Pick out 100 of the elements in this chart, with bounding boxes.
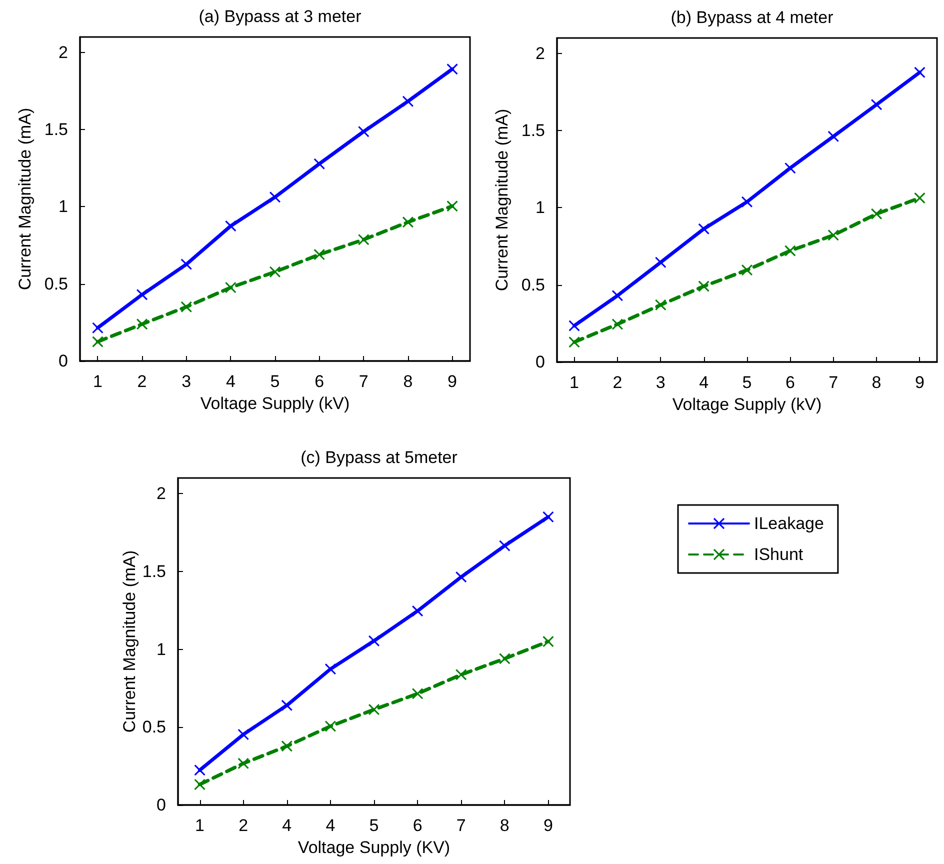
point <box>568 320 580 332</box>
x-tick-label: 9 <box>914 373 924 392</box>
point <box>828 130 839 142</box>
point <box>784 162 796 174</box>
point <box>92 336 104 348</box>
point <box>412 688 424 700</box>
point <box>270 266 280 278</box>
x-tick-label: 8 <box>403 372 413 391</box>
point <box>180 258 192 270</box>
y-tick-label: 0.5 <box>521 275 545 294</box>
point <box>612 318 623 330</box>
y-tick-label: 0.5 <box>44 274 68 294</box>
chart-title: (a) Bypass at 3 meter <box>198 7 362 26</box>
point <box>281 700 292 711</box>
point <box>499 540 510 552</box>
point <box>499 653 510 664</box>
y-tick-label: 0.5 <box>142 718 166 737</box>
point <box>742 196 752 208</box>
point <box>446 64 458 75</box>
x-axis-title: Voltage Supply (kV) <box>672 394 822 414</box>
x-tick-label: 4 <box>326 816 336 835</box>
point <box>136 289 148 300</box>
point <box>281 740 292 752</box>
point <box>412 605 424 616</box>
point <box>456 572 467 583</box>
x-tick-label: 3 <box>656 373 666 392</box>
point <box>358 234 370 246</box>
point <box>871 99 882 110</box>
x-tick-label: 9 <box>448 372 458 391</box>
x-tick-label: 7 <box>456 816 466 835</box>
x-tick-label: 1 <box>92 372 102 391</box>
x-tick-label: 8 <box>500 816 510 835</box>
x-tick-label: 8 <box>872 373 882 392</box>
point <box>238 758 249 769</box>
point <box>914 66 926 78</box>
x-tick-label: 1 <box>570 373 580 392</box>
legend-label: IShunt <box>754 545 804 564</box>
x-axis-title: Voltage Supply (KV) <box>298 838 450 857</box>
point <box>828 230 839 241</box>
point <box>742 264 752 276</box>
y-tick-label: 0 <box>156 796 166 814</box>
point <box>225 282 236 294</box>
point <box>402 216 414 228</box>
y-tick-label: 0 <box>536 352 545 372</box>
point <box>324 664 336 675</box>
point <box>871 208 882 220</box>
y-tick-label: 1 <box>156 640 166 659</box>
y-axis-title: Current Magnitude (mA) <box>492 108 512 292</box>
x-tick-label: 4 <box>282 816 292 835</box>
y-tick-label: 1.5 <box>142 562 166 581</box>
x-tick-label: 1 <box>195 816 205 835</box>
point <box>698 223 710 234</box>
point <box>446 200 458 212</box>
y-tick-label: 1.5 <box>521 121 545 140</box>
x-tick-label: 4 <box>226 372 236 391</box>
point <box>402 96 414 107</box>
x-tick-label: 4 <box>699 373 709 392</box>
point <box>784 245 796 256</box>
x-tick-label: 2 <box>238 816 248 835</box>
x-tick-label: 7 <box>358 372 368 391</box>
point <box>238 728 249 740</box>
x-tick-label: 5 <box>742 373 752 392</box>
point <box>568 336 580 348</box>
y-axis-title: Current Magnitude (mA) <box>15 108 34 290</box>
chart-title: (c) Bypass at 5meter <box>300 448 458 467</box>
y-tick-label: 2 <box>156 484 166 504</box>
y-tick-label: 1 <box>58 197 68 216</box>
x-tick-label: 6 <box>314 372 324 391</box>
point <box>698 280 710 292</box>
point <box>180 301 192 312</box>
x-tick-label: 5 <box>369 816 379 835</box>
chart-title: (b) Bypass at 4 meter <box>670 8 834 27</box>
point <box>655 299 666 310</box>
point <box>368 635 380 646</box>
x-tick-label: 7 <box>828 373 838 392</box>
x-axis-title: Voltage Supply (kV) <box>200 394 350 413</box>
point <box>225 220 236 232</box>
point <box>92 322 104 334</box>
y-tick-label: 2 <box>58 42 68 62</box>
y-tick-label: 0 <box>58 352 68 370</box>
point <box>914 192 926 204</box>
y-axis-title: Current Magnitude (mA) <box>120 550 139 733</box>
x-tick-label: 9 <box>543 816 553 835</box>
point <box>456 669 467 680</box>
point <box>368 704 380 716</box>
y-tick-label: 2 <box>536 44 545 63</box>
point <box>194 764 206 776</box>
y-tick-label: 1.5 <box>44 120 68 140</box>
point <box>542 636 554 647</box>
point <box>136 318 148 330</box>
point <box>324 720 336 732</box>
point <box>542 511 554 522</box>
point <box>358 126 370 138</box>
x-tick-label: 2 <box>612 373 622 392</box>
point <box>655 256 666 268</box>
point <box>314 158 325 170</box>
point <box>194 778 206 790</box>
x-tick-label: 5 <box>270 372 280 391</box>
point <box>314 249 325 260</box>
x-tick-label: 3 <box>182 372 192 391</box>
